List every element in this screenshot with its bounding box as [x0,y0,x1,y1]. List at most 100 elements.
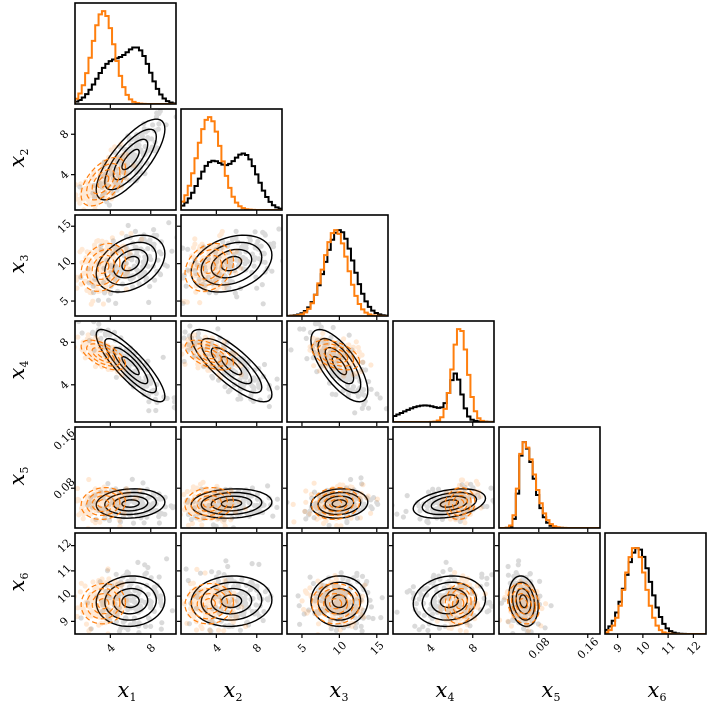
contours-series-1 [95,328,166,403]
y-axis-label-x5: x5 [5,467,31,486]
x-axis-label-x5: x [542,678,554,702]
scatter-panel-x3-vs-x1 [71,214,177,320]
panel-frame [74,2,177,105]
x-tick-label-x2: 4 [210,641,224,655]
scatter-panel-x6-vs-x1 [71,532,177,638]
hist-x5-series-2 [499,441,600,528]
panel-frame [392,532,495,635]
x-axis-label-sub-x3: 3 [342,691,349,704]
scatter-points-series-2 [434,570,488,634]
x-tick-label-x5: 0.16 [575,635,602,662]
scatter-points-series-2 [290,480,380,528]
hist-x4-series-2 [393,328,494,422]
y-tick-label-x6: 11 [55,562,74,581]
scatter-panel-x5-vs-x2 [177,426,283,532]
panel-frame [286,532,389,635]
scatter-panel-x4-vs-x2 [177,320,283,426]
panel-frame [180,426,283,529]
contours-series-2 [444,582,476,625]
hist-x2-series-1 [181,152,282,210]
x-axis-label-sub-x4: 4 [448,691,455,704]
contours-series-2 [184,339,235,371]
panel-frame [286,426,389,529]
hist-panel-x5 [498,426,601,532]
panel-frame [180,108,283,211]
panel-frame [180,532,283,635]
contours-series-2 [311,486,361,520]
x-tick-label-x3: 15 [368,639,387,658]
panel-frame [74,214,177,317]
x-tick-label-x6: 11 [659,639,678,658]
y-axis-label-x3: x3 [5,255,31,274]
y-axis-label-x6: x6 [5,573,31,592]
scatter-panel-x2-vs-x1 [71,108,177,214]
panel-frame [392,426,495,529]
hist-panel-x4 [392,320,495,426]
contours-series-1 [95,488,166,519]
hist-x1-series-1 [75,46,176,104]
panel-frame [392,320,495,423]
contours-series-1 [95,575,166,628]
y-tick-label-x4: 4 [57,378,71,392]
y-axis-label-x2: x2 [5,149,31,168]
contours-series-2 [311,339,361,371]
hist-panel-x3 [286,214,389,320]
panel-frame [74,320,177,423]
scatter-panel-x4-vs-x1 [71,320,177,426]
contours-series-2 [311,582,361,625]
panel-frame [74,426,177,529]
hist-x3-series-2 [287,229,388,316]
contours-series-2 [184,582,235,625]
scatter-panel-x3-vs-x2 [177,214,283,320]
contours-series-2 [184,242,235,292]
scatter-panel-x6-vs-x4 [389,532,495,638]
x-tick-label-x6: 12 [684,639,703,658]
hist-x3-series-1 [287,229,388,316]
scatter-panel-x5-vs-x1 [71,426,177,532]
scatter-points-series-2 [499,578,549,634]
panel-frame [604,532,707,635]
scatter-panel-x4-vs-x3 [283,320,389,426]
x-tick-label-x4: 4 [423,641,437,655]
panel-frame [74,108,177,211]
panel-frame [74,532,177,635]
x-tick-label-x1: 4 [104,641,118,655]
x-axis-label-sub-x2: 2 [236,691,243,704]
y-tick-label-x6: 10 [55,587,74,606]
contours-series-2 [506,582,541,625]
contours-series-2 [184,486,235,520]
contours-series-1 [95,234,166,293]
hist-panel-x6 [604,532,707,638]
x-tick-label-x3: 5 [295,641,309,655]
contours-series-2 [80,486,127,520]
x-tick-label-x3: 10 [330,639,349,658]
scatter-panel-x5-vs-x3 [283,426,389,532]
svg-text:x: x [5,580,29,592]
panel-frame [286,320,389,423]
y-tick-label-x6: 9 [57,615,71,629]
x-axis-label-sub-x6: 6 [660,691,667,704]
contours-series-1 [412,575,487,628]
x-tick-label-x6: 9 [611,641,625,655]
svg-text:x: x [5,368,29,380]
hist-x6-series-2 [605,547,706,634]
y-tick-label-x3: 10 [55,254,74,273]
y-tick-label-x2: 8 [57,128,71,142]
y-tick-label-x3: 15 [55,217,74,236]
contours-series-1 [310,488,369,519]
scatter-panel-x6-vs-x5 [495,532,601,638]
scatter-panel-x6-vs-x2 [177,532,283,638]
svg-text:2: 2 [18,149,31,156]
scatter-points-series-2 [181,228,244,306]
x-tick-label-x2: 8 [250,641,264,655]
x-axis-label-sub-x1: 1 [130,691,137,704]
contours-series-2 [444,486,476,520]
hist-panel-x1 [74,2,177,108]
scatter-points-series-2 [75,230,145,307]
x-axis-label-x1: x [118,678,130,702]
svg-text:5: 5 [18,467,31,474]
svg-text:6: 6 [18,573,31,580]
contours-series-1 [95,118,166,201]
contours-series-2 [80,242,127,292]
contours-series-2 [80,156,127,207]
